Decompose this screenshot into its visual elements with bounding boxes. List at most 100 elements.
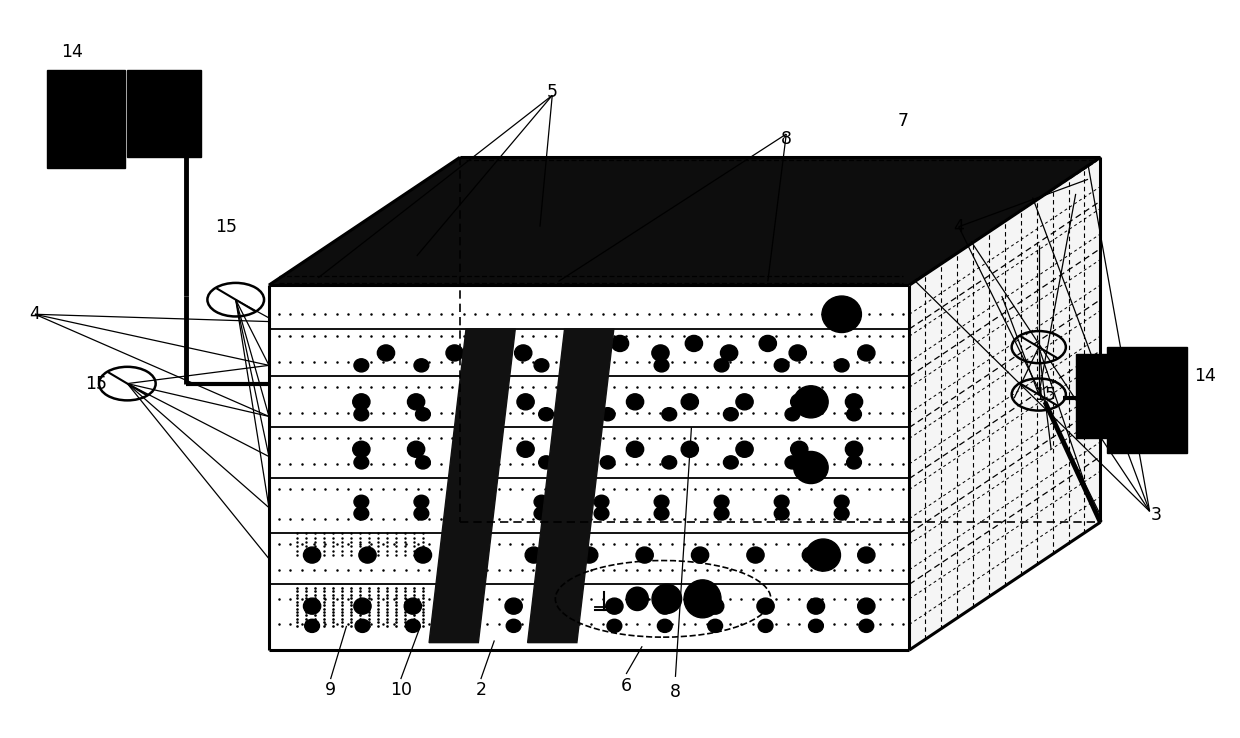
Ellipse shape xyxy=(414,495,429,508)
Ellipse shape xyxy=(415,407,430,421)
Ellipse shape xyxy=(358,547,376,563)
Ellipse shape xyxy=(714,507,729,520)
Ellipse shape xyxy=(802,547,820,563)
Ellipse shape xyxy=(655,507,668,520)
Ellipse shape xyxy=(611,336,629,351)
Ellipse shape xyxy=(681,394,698,410)
Ellipse shape xyxy=(353,495,368,508)
Ellipse shape xyxy=(515,345,532,361)
Ellipse shape xyxy=(517,394,534,410)
Ellipse shape xyxy=(835,507,849,520)
Ellipse shape xyxy=(656,598,673,614)
Ellipse shape xyxy=(846,441,863,458)
Ellipse shape xyxy=(580,547,598,563)
Ellipse shape xyxy=(463,441,480,458)
Ellipse shape xyxy=(408,441,425,458)
Text: 8: 8 xyxy=(781,130,792,148)
Ellipse shape xyxy=(657,619,672,632)
Ellipse shape xyxy=(822,296,862,333)
Ellipse shape xyxy=(858,547,875,563)
Ellipse shape xyxy=(600,407,615,421)
Ellipse shape xyxy=(534,495,549,508)
Ellipse shape xyxy=(791,394,808,410)
Ellipse shape xyxy=(758,619,773,632)
Polygon shape xyxy=(1076,354,1110,438)
Text: 14: 14 xyxy=(1194,368,1216,385)
Ellipse shape xyxy=(652,584,682,613)
Ellipse shape xyxy=(847,407,862,421)
Ellipse shape xyxy=(686,336,703,351)
Ellipse shape xyxy=(353,598,371,614)
Polygon shape xyxy=(1106,347,1187,453)
Ellipse shape xyxy=(583,345,600,361)
Ellipse shape xyxy=(526,547,542,563)
Ellipse shape xyxy=(808,619,823,632)
Ellipse shape xyxy=(714,359,729,372)
Ellipse shape xyxy=(353,359,368,372)
Text: 2: 2 xyxy=(475,681,486,699)
Polygon shape xyxy=(429,329,516,643)
Ellipse shape xyxy=(794,386,828,418)
Ellipse shape xyxy=(355,619,370,632)
Ellipse shape xyxy=(477,456,492,469)
Ellipse shape xyxy=(474,359,489,372)
Text: 15: 15 xyxy=(86,375,108,393)
Text: 15: 15 xyxy=(1034,385,1056,404)
Text: 7: 7 xyxy=(898,112,909,130)
Ellipse shape xyxy=(517,441,534,458)
Ellipse shape xyxy=(735,441,753,458)
Ellipse shape xyxy=(606,598,622,614)
Polygon shape xyxy=(47,70,125,168)
Ellipse shape xyxy=(534,507,549,520)
Ellipse shape xyxy=(305,619,320,632)
Ellipse shape xyxy=(594,359,609,372)
Text: 3: 3 xyxy=(1151,506,1162,524)
Polygon shape xyxy=(128,70,201,157)
Ellipse shape xyxy=(455,598,472,614)
Ellipse shape xyxy=(789,345,806,361)
Ellipse shape xyxy=(474,495,489,508)
Ellipse shape xyxy=(723,456,738,469)
Ellipse shape xyxy=(414,359,429,372)
Ellipse shape xyxy=(684,580,720,618)
Text: 8: 8 xyxy=(670,683,681,700)
Ellipse shape xyxy=(774,495,789,508)
Ellipse shape xyxy=(759,336,776,351)
Ellipse shape xyxy=(681,441,698,458)
Ellipse shape xyxy=(404,598,422,614)
Ellipse shape xyxy=(474,507,489,520)
Ellipse shape xyxy=(735,394,753,410)
Ellipse shape xyxy=(408,394,425,410)
Ellipse shape xyxy=(377,345,394,361)
Ellipse shape xyxy=(557,619,572,632)
Ellipse shape xyxy=(405,619,420,632)
Ellipse shape xyxy=(446,345,464,361)
Ellipse shape xyxy=(534,359,549,372)
Text: 15: 15 xyxy=(215,218,237,235)
Polygon shape xyxy=(528,329,614,643)
Ellipse shape xyxy=(655,495,668,508)
Ellipse shape xyxy=(538,407,553,421)
Polygon shape xyxy=(909,157,1100,650)
Ellipse shape xyxy=(655,359,668,372)
Ellipse shape xyxy=(785,407,800,421)
Ellipse shape xyxy=(352,394,370,410)
Ellipse shape xyxy=(594,507,609,520)
Ellipse shape xyxy=(353,456,368,469)
Ellipse shape xyxy=(791,441,808,458)
Ellipse shape xyxy=(505,598,522,614)
Ellipse shape xyxy=(600,456,615,469)
Ellipse shape xyxy=(538,456,553,469)
Ellipse shape xyxy=(662,456,677,469)
Ellipse shape xyxy=(572,441,589,458)
Ellipse shape xyxy=(662,407,677,421)
Ellipse shape xyxy=(835,359,849,372)
Ellipse shape xyxy=(835,495,849,508)
Ellipse shape xyxy=(556,598,573,614)
Ellipse shape xyxy=(608,619,621,632)
Ellipse shape xyxy=(858,345,875,361)
Ellipse shape xyxy=(774,359,789,372)
Ellipse shape xyxy=(806,539,841,571)
Text: 4: 4 xyxy=(954,218,965,235)
Ellipse shape xyxy=(720,345,738,361)
